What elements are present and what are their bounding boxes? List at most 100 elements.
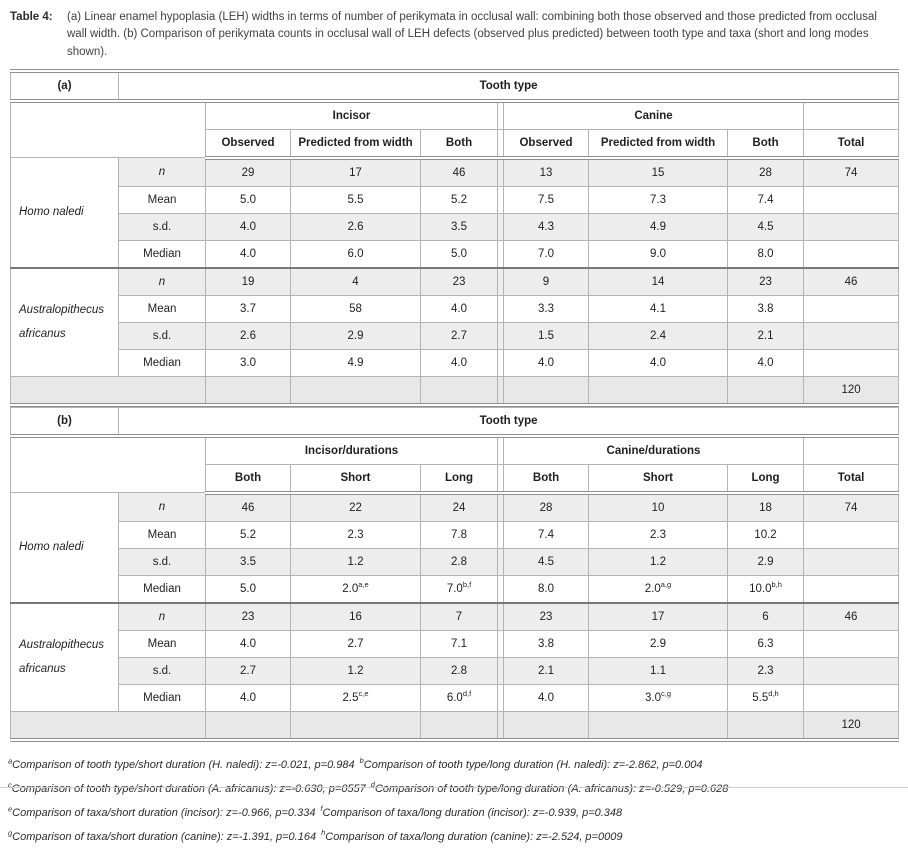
stat-label: Mean (118, 185, 206, 214)
stat-label: n (118, 157, 206, 187)
species-label: Australopithecus africanus (10, 601, 119, 712)
value-cell: 2.7 (420, 321, 498, 350)
value-cell: 5.0 (420, 239, 498, 269)
group-header-row: Incisor/durations Canine/durations (10, 435, 900, 493)
value-cell: 4.0 (727, 348, 804, 377)
total-cell (802, 212, 900, 241)
species-label: Homo naledi (10, 157, 119, 269)
value-cell: 5.5d,h (727, 683, 804, 712)
table-row: s.d. 2.7 1.2 2.8 2.1 1.1 2.3 (11, 656, 900, 685)
value-cell: 3.0 (205, 348, 291, 377)
stat-label: s.d. (118, 656, 206, 685)
value-cell: 2.8 (420, 656, 498, 685)
bottom-rule (0, 787, 908, 788)
value-cell: 9.0 (588, 239, 728, 269)
value-cell: 46 (205, 492, 291, 522)
value-cell: 4.0 (588, 348, 728, 377)
value-cell: 9 (503, 266, 589, 296)
footnote-text: Comparison of taxa/long duration (canine… (325, 830, 623, 843)
footnote-marker: d (370, 780, 375, 790)
col-header: Long (727, 463, 804, 495)
total-cell: 46 (802, 266, 900, 296)
subtable-b: (b) Tooth type Incisor/durations Canine/… (10, 406, 900, 742)
value-cell: 7.4 (727, 185, 804, 214)
table-row: s.d. 3.5 1.2 2.8 4.5 1.2 2.9 (11, 547, 900, 576)
col-header: Long (420, 463, 498, 495)
col-header: Both (727, 128, 804, 160)
total-cell (802, 547, 900, 576)
value-cell: 22 (290, 492, 421, 522)
value-cell: 4.1 (588, 294, 728, 323)
value-cell: 6.3 (727, 629, 804, 658)
value-cell: 10.0b,h (727, 574, 804, 604)
value-cell: 16 (290, 601, 421, 631)
value-cell: 28 (727, 157, 804, 187)
value-cell: 5.2 (205, 520, 291, 549)
value-cell: 4.9 (588, 212, 728, 241)
value-cell: 3.0c,g (588, 683, 728, 712)
total-cell (802, 656, 900, 685)
table-row: Median 4.0 6.0 5.0 7.0 9.0 8.0 (11, 239, 900, 269)
group-header-canine-durations: Canine/durations (503, 435, 804, 465)
col-header-total: Total (802, 128, 900, 160)
col-header: Predicted from width (290, 128, 421, 160)
group-header-row: Incisor Canine (10, 100, 900, 158)
summary-cell (205, 375, 291, 406)
value-cell: 29 (205, 157, 291, 187)
value-cell: 2.4 (588, 321, 728, 350)
table-row: Median 3.0 4.9 4.0 4.0 4.0 4.0 (11, 348, 900, 377)
value-cell: 2.3 (290, 520, 421, 549)
footnote-line: cComparison of tooth type/short duration… (8, 777, 898, 801)
value-cell: 2.1 (503, 656, 589, 685)
above-total-cell (802, 100, 900, 130)
value-cell: 13 (503, 157, 589, 187)
page: Table 4: (a) Linear enamel hypoplasia (L… (0, 11, 908, 843)
value-cell: 6 (727, 601, 804, 631)
value-cell: 2.8 (420, 547, 498, 576)
value-cell: 5.0 (205, 185, 291, 214)
footnote-text: Comparison of tooth type/long duration (… (363, 758, 703, 771)
value-cell: 5.0 (205, 574, 291, 604)
summary-cell (503, 375, 589, 406)
summary-lead-cell (10, 375, 206, 406)
summary-row: 120 (10, 710, 900, 741)
group-header-incisor-durations: Incisor/durations (205, 435, 498, 465)
value-cell: 58 (290, 294, 421, 323)
value-cell: 2.9 (727, 547, 804, 576)
value-cell: 7.1 (420, 629, 498, 658)
value-cell: 4.0 (503, 683, 589, 712)
value-cell: 1.2 (588, 547, 728, 576)
column-header-row: Observed Predicted from width Both Obser… (11, 128, 900, 160)
value-cell: 4 (290, 266, 421, 296)
footnote-text: Comparison of tooth type/long duration (… (374, 782, 729, 795)
value-cell: 4.0 (205, 683, 291, 712)
stat-label: Mean (118, 520, 206, 549)
value-cell: 3.5 (420, 212, 498, 241)
value-cell: 4.9 (290, 348, 421, 377)
grand-total-cell: 120 (802, 375, 900, 406)
summary-cell (588, 710, 728, 741)
value-cell: 2.9 (290, 321, 421, 350)
stat-label: n (118, 601, 206, 631)
table-row: Australopithecus africanus n 19 4 23 9 14 23 46 (10, 266, 900, 377)
summary-cell (503, 710, 589, 741)
value-cell: 4.0 (205, 212, 291, 241)
footnote-text: Comparison of tooth type/short duration … (11, 782, 366, 795)
species-label: Australopithecus africanus (10, 266, 119, 377)
grand-total-cell: 120 (802, 710, 900, 741)
col-header: Observed (503, 128, 589, 160)
total-cell: 46 (802, 601, 900, 631)
value-cell: 4.0 (205, 239, 291, 269)
footnote-marker: c (8, 780, 12, 790)
total-cell (802, 294, 900, 323)
stat-label: Median (118, 239, 206, 269)
value-cell: 4.5 (503, 547, 589, 576)
subtable-a: (a) Tooth type Incisor Canine Observed P… (10, 68, 900, 407)
value-cell: 2.0a,e (290, 574, 421, 604)
value-cell: 4.0 (420, 294, 498, 323)
value-cell: 1.5 (503, 321, 589, 350)
subtable-b-body: Homo naledi n 46 22 24 28 10 18 74 Mean 5.2 2.3 7.8 7… (10, 492, 900, 741)
corner-cell (10, 435, 206, 493)
group-header-incisor: Incisor (205, 100, 498, 130)
panel-label: (b) (10, 406, 119, 438)
